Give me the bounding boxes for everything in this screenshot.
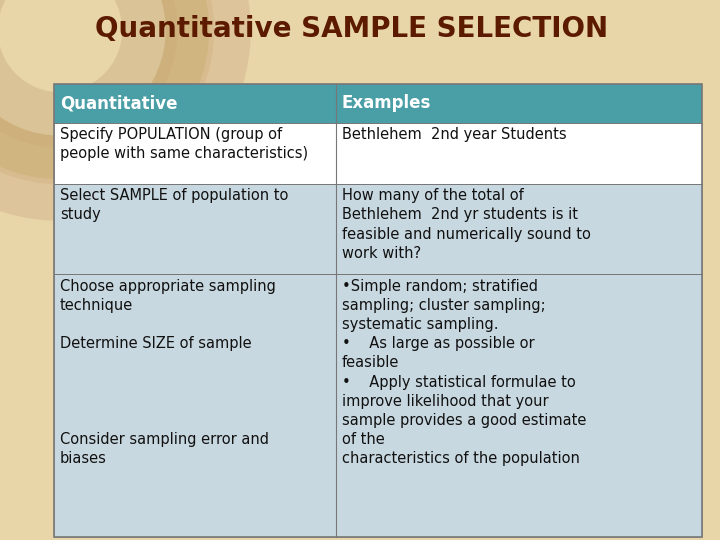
Text: How many of the total of
Bethlehem  2nd yr students is it
feasible and numerical: How many of the total of Bethlehem 2nd y… — [341, 188, 590, 261]
FancyBboxPatch shape — [336, 274, 702, 537]
Text: Specify POPULATION (group of
people with same characteristics): Specify POPULATION (group of people with… — [60, 127, 308, 161]
FancyBboxPatch shape — [54, 123, 336, 184]
Text: Choose appropriate sampling
technique

Determine SIZE of sample




Consider sam: Choose appropriate sampling technique De… — [60, 279, 276, 467]
Text: Bethlehem  2nd year Students: Bethlehem 2nd year Students — [341, 127, 566, 142]
FancyBboxPatch shape — [54, 274, 336, 537]
Text: Quantitative SAMPLE SELECTION: Quantitative SAMPLE SELECTION — [95, 15, 608, 43]
Text: Quantitative: Quantitative — [60, 94, 177, 112]
FancyBboxPatch shape — [54, 184, 336, 274]
Text: Select SAMPLE of population to
study: Select SAMPLE of population to study — [60, 188, 288, 222]
FancyBboxPatch shape — [336, 184, 702, 274]
Text: Examples: Examples — [341, 94, 431, 112]
FancyBboxPatch shape — [336, 84, 702, 123]
FancyBboxPatch shape — [54, 84, 336, 123]
Text: •Simple random; stratified
sampling; cluster sampling;
systematic sampling.
•   : •Simple random; stratified sampling; clu… — [341, 279, 586, 467]
FancyBboxPatch shape — [336, 123, 702, 184]
